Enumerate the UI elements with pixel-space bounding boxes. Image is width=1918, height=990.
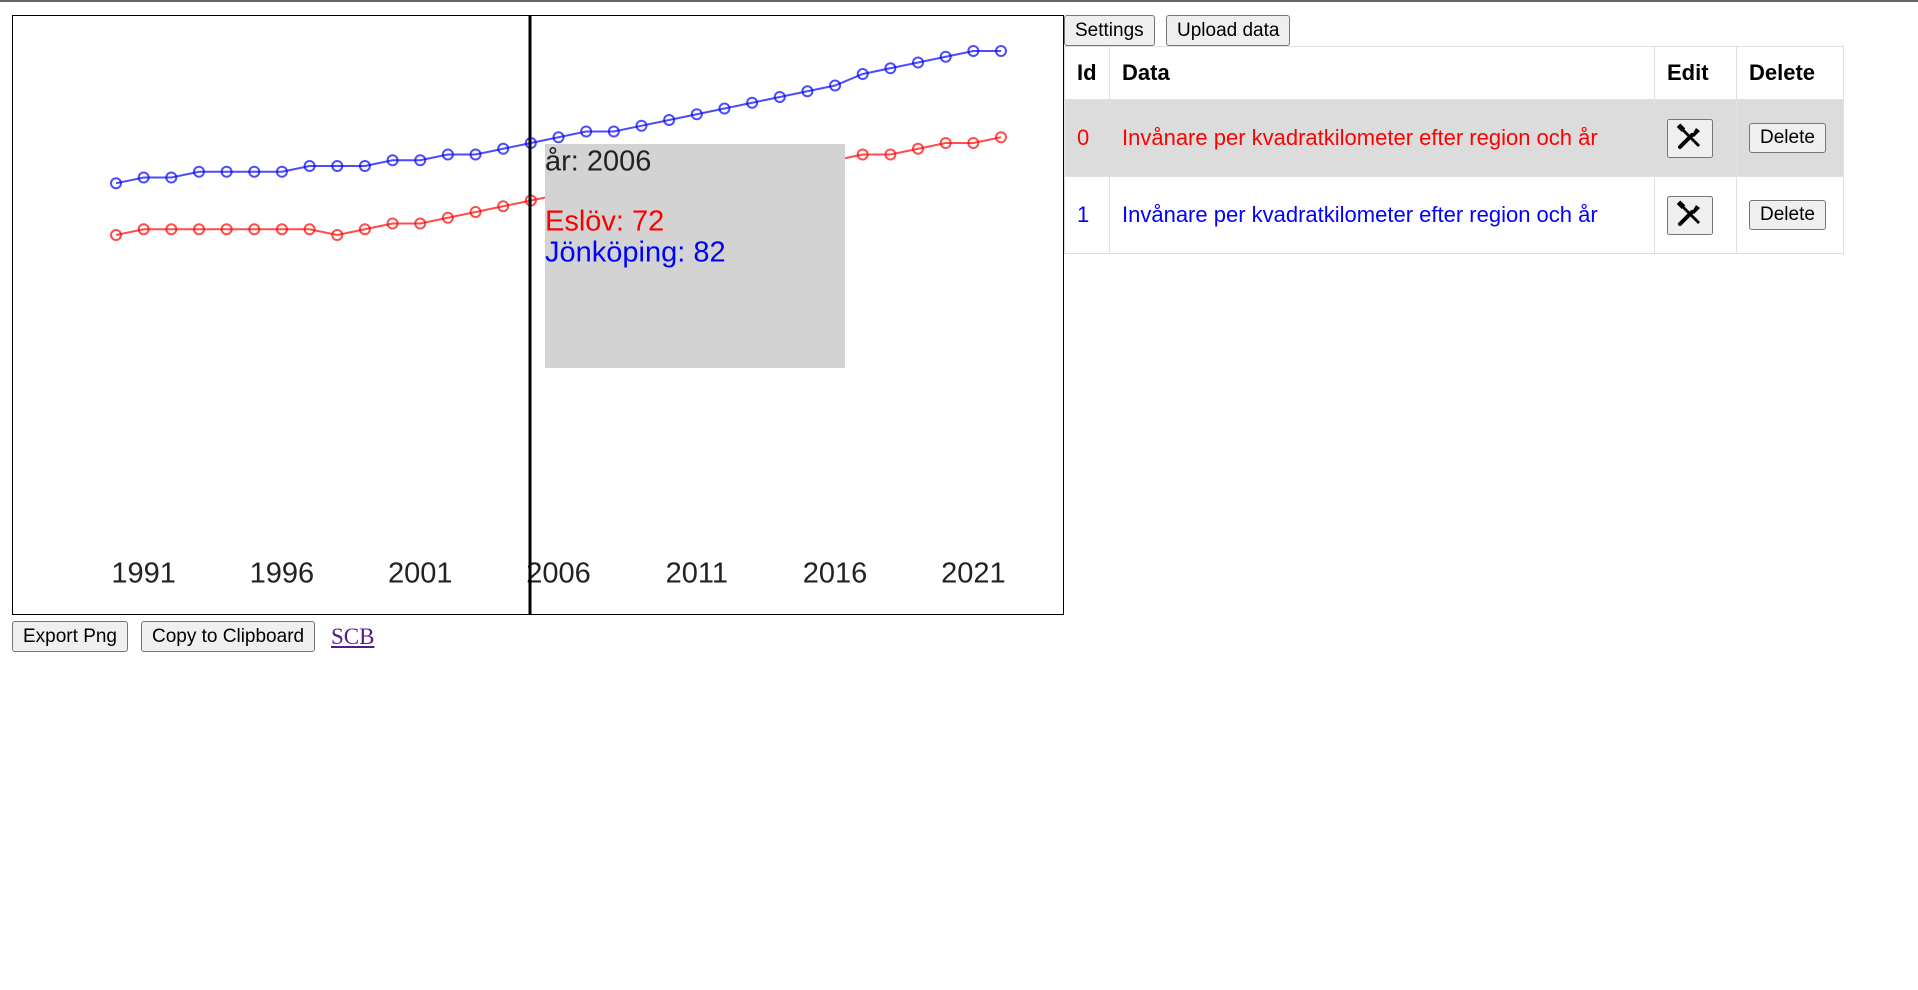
tooltip-line: Eslöv: 72 [545, 206, 664, 238]
point [469, 148, 482, 161]
point [829, 79, 842, 92]
tools-icon [1676, 122, 1700, 149]
point [995, 45, 1007, 57]
x-tick-label: 1996 [250, 558, 315, 590]
point [248, 165, 261, 178]
point [690, 108, 703, 121]
chart: 1991 1996 2001 2006 2011 2016 2021 år: 2006 Eslö… [110, 16, 1007, 614]
point [773, 91, 786, 103]
header-cell: Delete [1736, 46, 1844, 100]
data-cell: Invånare per kvadratkilometer efter regi… [1109, 99, 1655, 177]
point [303, 160, 316, 172]
point [110, 177, 122, 190]
export-button[interactable]: Export Png [12, 621, 128, 652]
point [303, 223, 316, 236]
tools-icon [1676, 199, 1700, 226]
x-tick-label: 1991 [111, 558, 176, 590]
point [192, 165, 205, 178]
point [358, 160, 371, 172]
point [414, 154, 427, 167]
point [441, 211, 454, 224]
header-row: Id Data Edit Delete [1064, 46, 1844, 100]
point [995, 131, 1007, 144]
point [635, 119, 648, 132]
point [220, 165, 233, 178]
point [331, 160, 344, 172]
edit-cell [1654, 176, 1737, 254]
chart-frame: 1991 1996 2001 2006 2011 2016 2021 år: 2006 Eslö… [12, 15, 1064, 615]
delete-cell: Delete [1736, 176, 1844, 254]
point [552, 131, 565, 144]
header-cell: Id [1064, 46, 1110, 100]
delete-button[interactable]: Delete [1749, 200, 1826, 230]
point [967, 45, 980, 57]
data-cell: Invånare per kvadratkilometer efter regi… [1109, 176, 1655, 254]
settings-button[interactable]: Settings [1064, 15, 1155, 46]
point [137, 223, 150, 236]
data-table-wrap: Id Data Edit Delete 0 Invånare per kvadratkil… [1064, 46, 1844, 254]
header-cell: Edit [1654, 46, 1737, 100]
point [358, 223, 371, 236]
point [801, 85, 814, 98]
point [912, 56, 925, 69]
edit-cell [1654, 99, 1737, 177]
point [497, 200, 510, 213]
point [856, 148, 869, 161]
point [856, 68, 869, 80]
point [469, 206, 482, 218]
point [884, 148, 897, 161]
point [248, 223, 261, 236]
point [275, 223, 288, 236]
x-tick-label: 2006 [526, 558, 591, 590]
id-cell: 1 [1064, 176, 1110, 254]
data-table: Id Data Edit Delete 0 Invånare per kvadratkil… [1064, 46, 1844, 254]
id-cell: 0 [1064, 99, 1110, 177]
edit-button[interactable] [1667, 118, 1713, 158]
point [718, 102, 731, 115]
header-cell: Data [1109, 46, 1655, 100]
table-row: 1 Invånare per kvadratkilometer efter reg… [1064, 176, 1844, 254]
scb-link[interactable]: SCB [331, 624, 375, 649]
point [441, 148, 454, 161]
point [939, 137, 952, 149]
point [884, 62, 897, 75]
x-tick-label: 2021 [941, 558, 1006, 590]
x-tick-label: 2016 [803, 558, 868, 590]
point [912, 142, 925, 155]
point [939, 50, 952, 63]
point [220, 223, 233, 236]
point [386, 154, 399, 167]
x-tick-label: 2011 [666, 558, 728, 590]
point [414, 217, 427, 230]
tooltip-line: Jönköping: 82 [545, 237, 726, 269]
point [165, 223, 178, 236]
point [967, 137, 980, 149]
tooltip-title: år: 2006 [545, 146, 651, 178]
point [192, 223, 205, 236]
point [110, 229, 122, 241]
delete-cell: Delete [1736, 99, 1844, 177]
tooltip-box [545, 144, 845, 368]
edit-button[interactable] [1667, 195, 1713, 235]
top-border [0, 0, 1918, 2]
point [275, 165, 288, 178]
point [331, 229, 344, 241]
point [580, 125, 593, 138]
table-row: 0 Invånare per kvadratkilometer efter reg… [1064, 99, 1844, 177]
x-tick-label: 2001 [388, 558, 453, 590]
point [607, 125, 620, 138]
point [386, 217, 399, 230]
delete-button[interactable]: Delete [1749, 123, 1826, 153]
point [663, 114, 676, 126]
series-line [115, 50, 1001, 185]
point [137, 171, 150, 184]
point [497, 142, 510, 155]
upload-button[interactable]: Upload data [1166, 15, 1291, 46]
copy-button[interactable]: Copy to Clipboard [141, 621, 316, 652]
point [746, 96, 759, 109]
point [165, 171, 178, 184]
